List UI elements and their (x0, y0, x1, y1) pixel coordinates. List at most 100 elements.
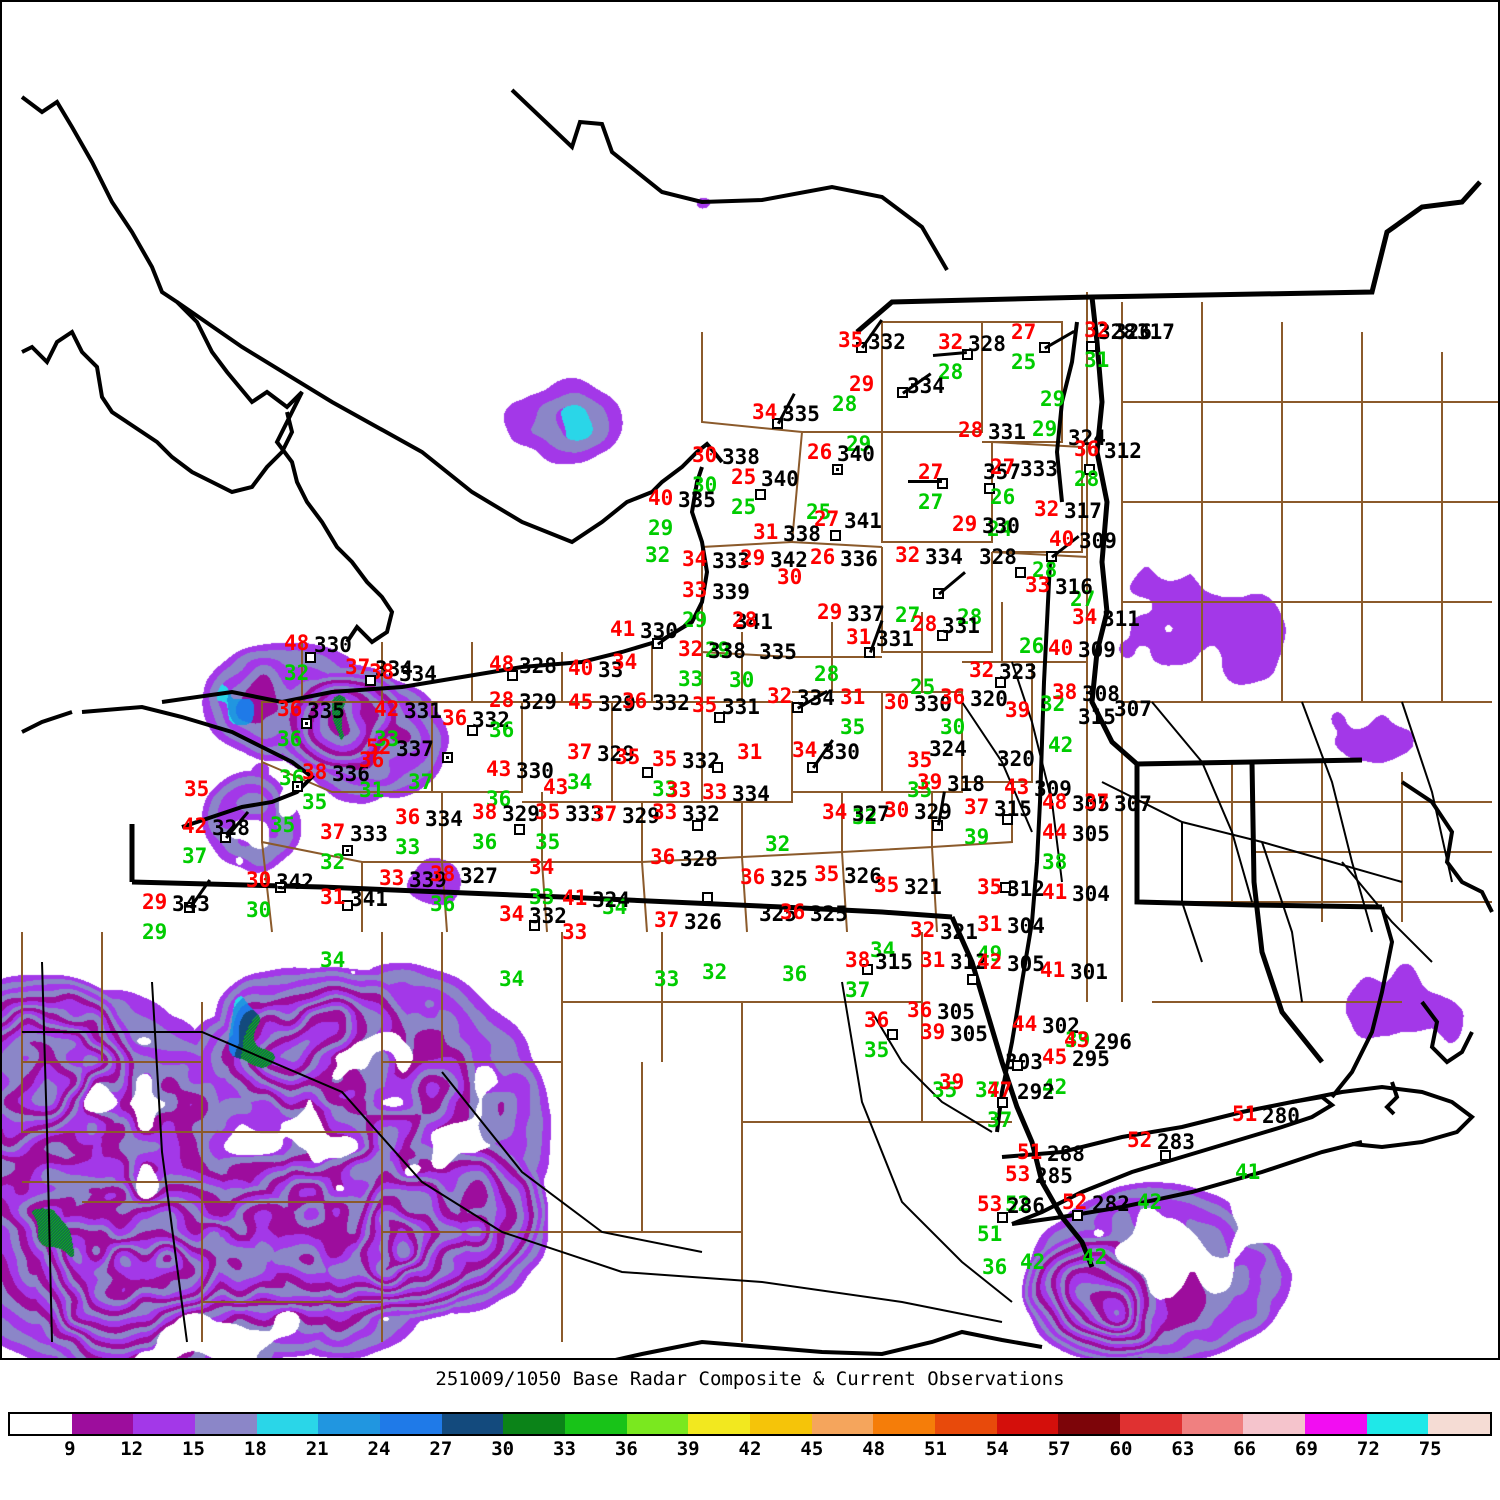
station-temperature: 39 (917, 770, 943, 794)
station-pressure: 324 (929, 737, 967, 761)
station-marker (692, 820, 703, 831)
station-dewpoint: 34 (567, 770, 593, 794)
station-temperature: 34 (792, 738, 818, 762)
station-temperature: 34 (682, 547, 708, 571)
station-dewpoint: 35 (270, 813, 296, 837)
station-marker (832, 464, 843, 475)
station-temperature: 34 (752, 400, 778, 424)
station-pressure: 332 (472, 708, 510, 732)
station-temperature: 42 (977, 950, 1003, 974)
station-marker (1015, 567, 1026, 578)
station-pressure: 333 (1020, 457, 1058, 481)
station-dewpoint: 38 (1042, 850, 1068, 874)
station-marker (442, 752, 453, 763)
station-pressure: 332 (652, 691, 690, 715)
station-temperature: 37 (320, 820, 346, 844)
station-pressure: 303 (1005, 1050, 1043, 1074)
station-dewpoint: 28 (938, 360, 964, 384)
station-pressure: 329 (519, 690, 557, 714)
station-temperature: 28 (912, 612, 938, 636)
station-pressure: 334 (797, 686, 835, 710)
station-temperature: 39 (920, 1020, 946, 1044)
station-marker (967, 974, 978, 985)
station-temperature: 36 (1074, 437, 1100, 461)
station-temperature: 34 (499, 902, 525, 926)
station-temperature: 36 (442, 706, 468, 730)
station-pressure: 337 (396, 737, 434, 761)
station-temperature: 40 (568, 656, 594, 680)
station-temperature: 27 (918, 460, 944, 484)
station-marker (887, 1029, 898, 1040)
station-temperature: 34 (822, 800, 848, 824)
colorbar-swatch (133, 1414, 196, 1434)
colorbar-tick: 54 (985, 1438, 1009, 1460)
colorbar-swatch (195, 1414, 257, 1434)
colorbar-swatch (565, 1414, 627, 1434)
station-dewpoint: 34 (499, 967, 525, 991)
station-pressure: 295 (1072, 1047, 1110, 1071)
station-dewpoint: 36 (472, 830, 498, 854)
station-pressure: 33 (598, 658, 624, 682)
station-temperature: 29 (849, 372, 875, 396)
station-dewpoint: 28 (1074, 467, 1100, 491)
station-temperature: 39 (1005, 698, 1031, 722)
station-dewpoint: 51 (977, 1222, 1003, 1246)
station-dewpoint: 33 (529, 885, 555, 909)
station-pressure: 333 (712, 549, 750, 573)
station-pressure: 308 (1082, 682, 1120, 706)
station-pressure: 301 (1070, 960, 1108, 984)
station-pressure: 282 (1092, 1192, 1130, 1216)
station-pressure: 329 (598, 692, 636, 716)
station-pressure: 342 (276, 870, 314, 894)
station-dewpoint: 29 (1040, 387, 1066, 411)
station-dewpoint: 26 (990, 485, 1016, 509)
station-marker (1086, 341, 1097, 352)
station-pressure: 334 (375, 657, 413, 681)
station-pressure: 331 (722, 695, 760, 719)
station-dewpoint: 30 (940, 715, 966, 739)
colorbar-tick: 39 (676, 1438, 700, 1460)
colorbar-swatch (441, 1414, 504, 1434)
colorbar-tick: 60 (1109, 1438, 1133, 1460)
station-temperature: 32 (969, 658, 995, 682)
station-temperature: 32 (938, 330, 964, 354)
station-temperature: 35 (874, 873, 900, 897)
station-pressure: 334 (399, 662, 437, 686)
station-temperature: 29 (740, 546, 766, 570)
station-temperature: 32 (678, 637, 704, 661)
colorbar-tick: 57 (1047, 1438, 1071, 1460)
station-temperature: 35 (977, 875, 1003, 899)
station-temperature: 35 (184, 777, 210, 801)
station-dewpoint: 36 (489, 718, 515, 742)
station-temperature: 30 (692, 443, 718, 467)
station-dewpoint: 30 (246, 898, 272, 922)
station-dewpoint: 41 (1235, 1160, 1261, 1184)
station-pressure: 302 (1042, 1014, 1080, 1038)
station-pressure: 309 (1079, 529, 1117, 553)
station-temperature: 44 (1012, 1012, 1038, 1036)
station-marker (220, 832, 231, 843)
station-temperature: 32 (767, 684, 793, 708)
colorbar-swatch (811, 1414, 874, 1434)
station-temperature: 43 (1004, 775, 1030, 799)
station-marker (342, 900, 353, 911)
station-temperature: 36 (395, 805, 421, 829)
station-pressure: 328 (680, 847, 718, 871)
station-temperature: 29 (952, 512, 978, 536)
station-pressure: 320 (997, 747, 1035, 771)
station-marker (1002, 814, 1013, 825)
station-marker (772, 418, 783, 429)
station-temperature: 27 (990, 455, 1016, 479)
station-dewpoint: 35 (864, 1038, 890, 1062)
station-dewpoint: 27 (895, 603, 921, 627)
station-pressure: 309 (1078, 638, 1116, 662)
colorbar-tick: 18 (243, 1438, 267, 1460)
station-pressure: 329 (597, 742, 635, 766)
station-dewpoint: 32 (284, 661, 310, 685)
station-pressure: 325 (770, 867, 808, 891)
station-pressure: 312 (1007, 877, 1045, 901)
station-marker (755, 489, 766, 500)
station-dewpoint: 42 (1137, 1190, 1163, 1214)
station-dewpoint: 35 (302, 790, 328, 814)
colorbar-tick: 21 (305, 1438, 329, 1460)
